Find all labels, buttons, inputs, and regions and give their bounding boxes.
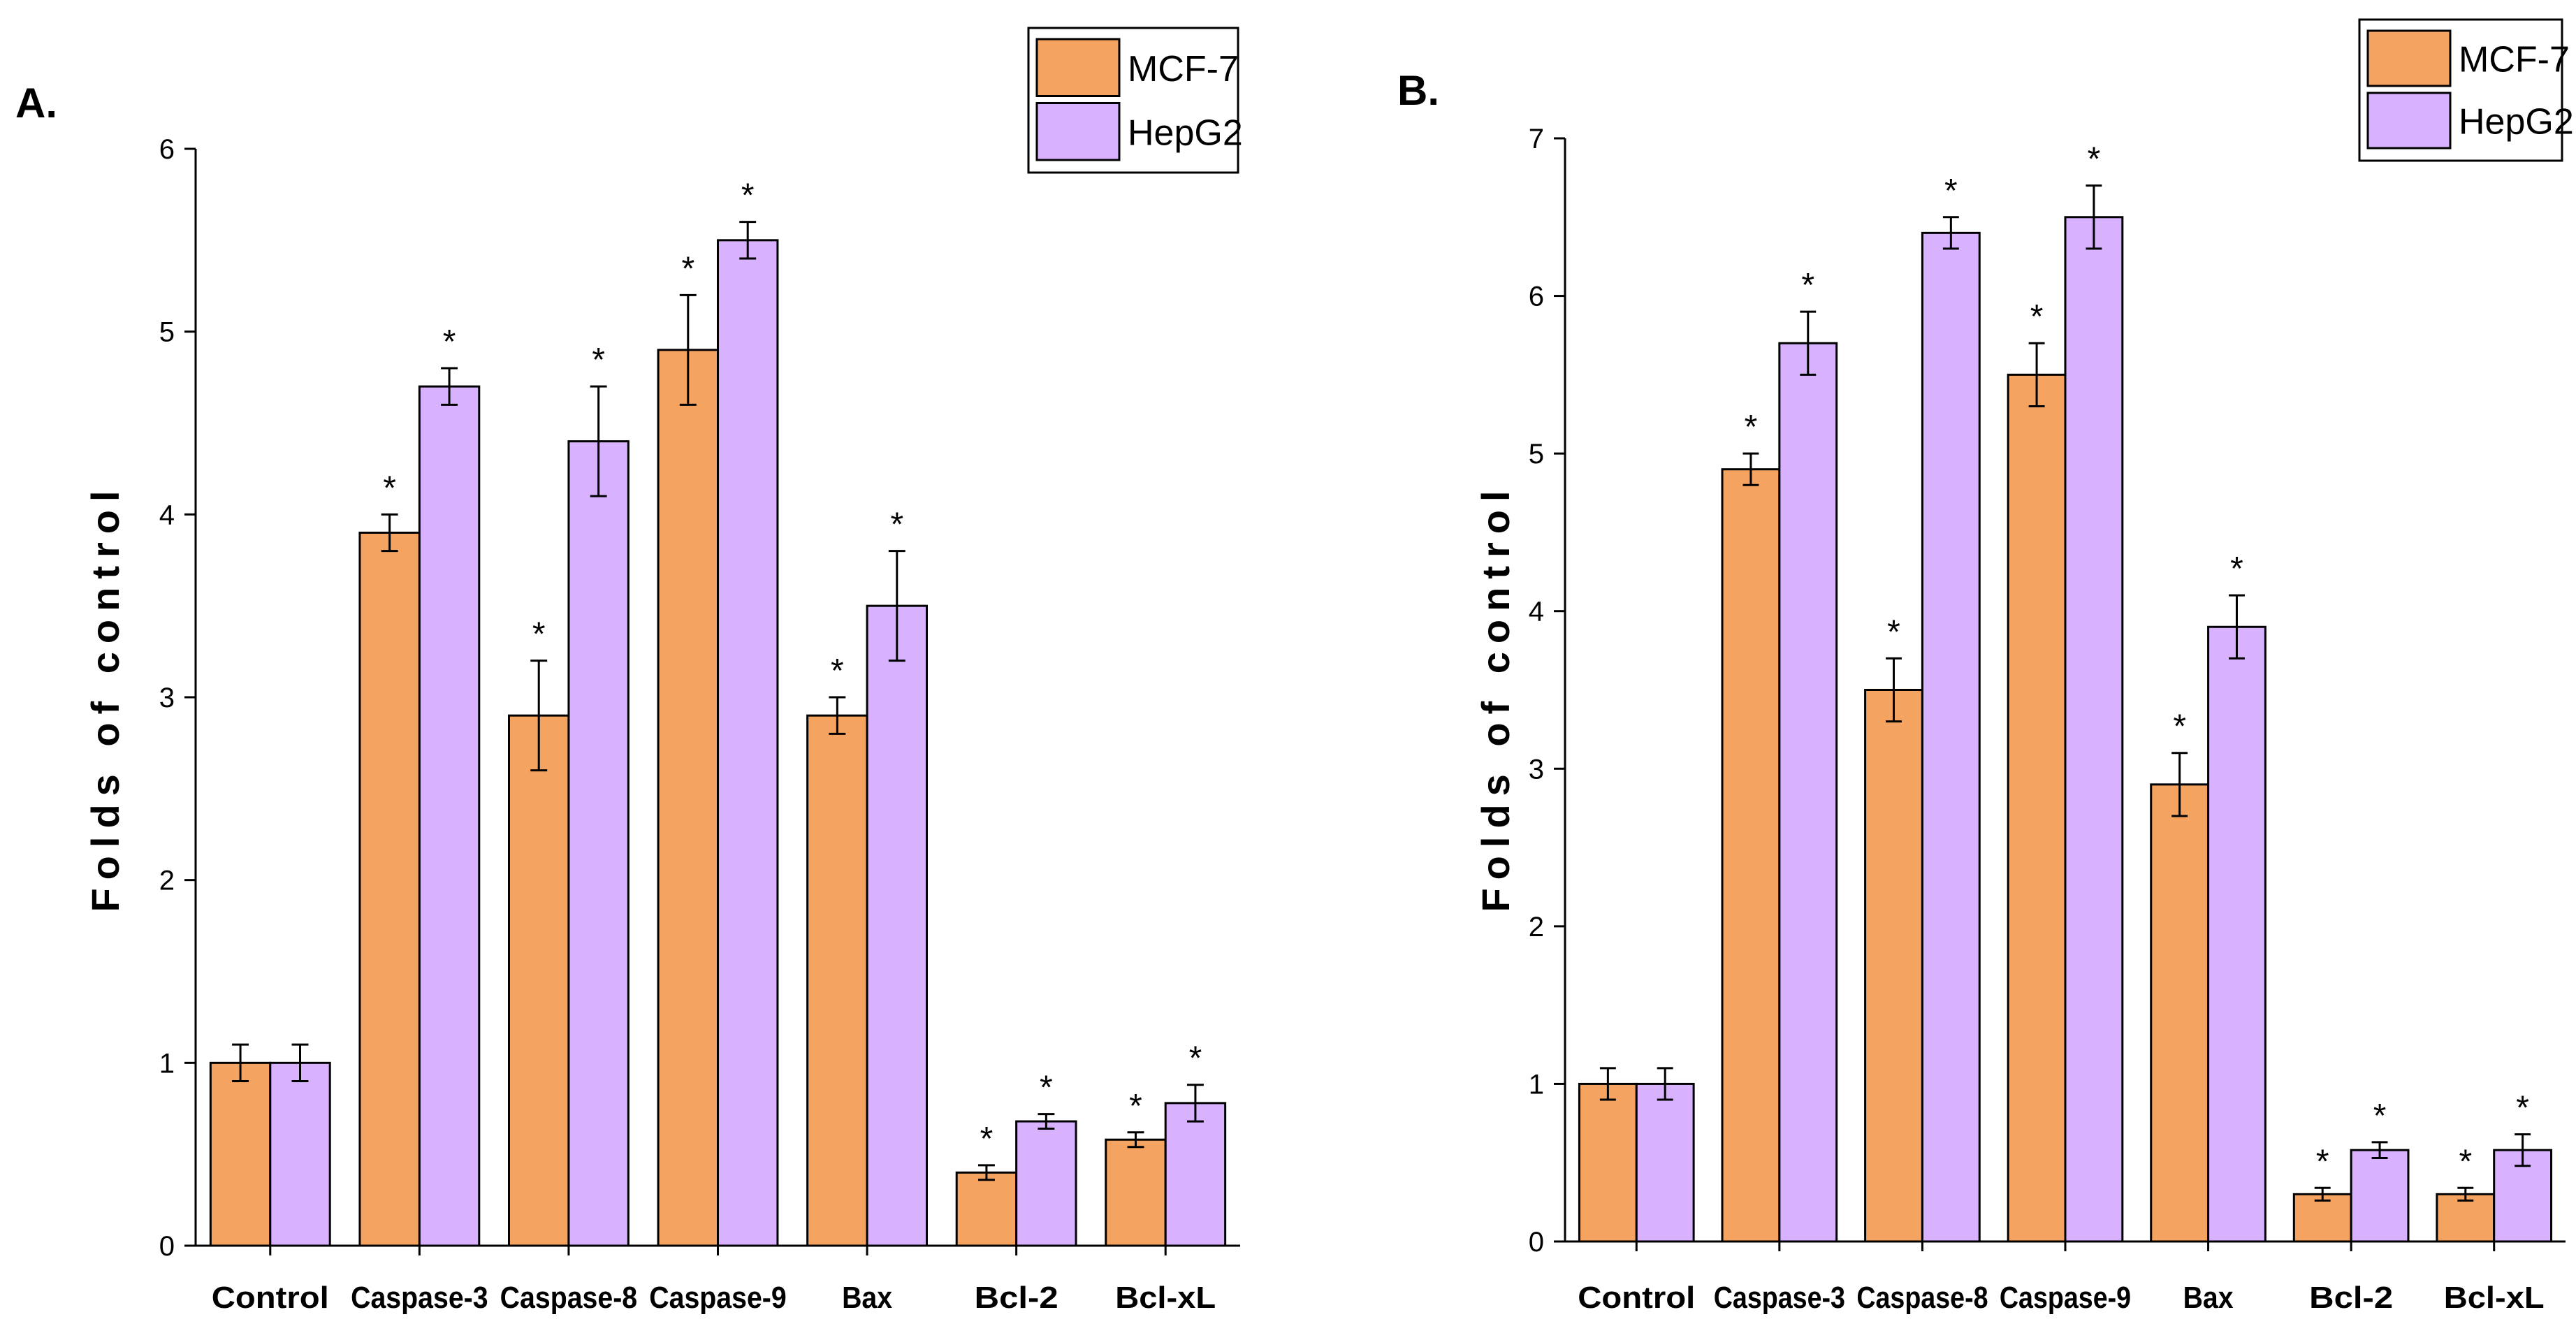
significance-marker: * — [741, 177, 755, 214]
bar-hepg2-control — [1635, 1082, 1695, 1243]
legend-label-hepg2: HepG2 — [2459, 102, 2574, 143]
bar-mcf7-caspase9 — [2007, 373, 2067, 1243]
bar-hepg2-bcl2 — [2350, 1149, 2410, 1243]
y-axis-title: Folds of control — [83, 482, 127, 912]
significance-marker: * — [2516, 1090, 2529, 1127]
y-tick-label: 6 — [1529, 282, 1544, 312]
bar-mcf7-caspase8 — [508, 714, 570, 1247]
legend-swatch-mcf7 — [2366, 29, 2452, 87]
y-tick-label: 1 — [1529, 1069, 1544, 1100]
significance-marker: * — [2316, 1143, 2329, 1180]
y-tick-label: 1 — [159, 1048, 175, 1079]
bar-mcf7-caspase3 — [358, 532, 421, 1247]
bar-mcf7-bclxl — [1105, 1138, 1167, 1247]
significance-marker: * — [2088, 141, 2101, 178]
bar-hepg2-caspase3 — [418, 385, 481, 1247]
x-tick-label: Bcl-xL — [1115, 1281, 1216, 1315]
legend-swatch-hepg2 — [2366, 92, 2452, 150]
significance-marker: * — [2459, 1143, 2472, 1180]
significance-marker: * — [1801, 267, 1814, 304]
y-tick-label: 6 — [159, 134, 175, 165]
y-tick-label: 4 — [159, 500, 175, 530]
significance-marker: * — [1189, 1040, 1202, 1077]
legend-swatch-mcf7 — [1035, 38, 1121, 97]
significance-marker: * — [1129, 1088, 1142, 1125]
bar-hepg2-caspase9 — [717, 239, 779, 1247]
bar-mcf7-caspase3 — [1721, 468, 1781, 1243]
significance-marker: * — [681, 250, 694, 287]
y-tick-label: 7 — [1529, 124, 1544, 154]
y-tick-label: 2 — [1529, 912, 1544, 942]
significance-marker: * — [890, 507, 903, 544]
y-tick-label: 0 — [1529, 1227, 1544, 1258]
significance-marker: * — [2030, 298, 2044, 335]
significance-marker: * — [532, 616, 546, 653]
x-tick-label: Caspase-3 — [1714, 1281, 1845, 1315]
legend-swatch-hepg2 — [1035, 102, 1121, 161]
chart-panel-a: A. Control * * Caspase-3 * * Caspase-8 * * Caspase… — [15, 27, 1243, 1315]
x-tick-label: Bcl-xL — [2444, 1281, 2545, 1315]
x-tick-label: Bax — [842, 1281, 892, 1315]
legend-label-hepg2: HepG2 — [1128, 112, 1243, 153]
significance-marker: * — [1944, 173, 1958, 210]
bar-mcf7-bax — [2150, 783, 2210, 1243]
significance-marker: * — [2230, 551, 2243, 588]
chart-panel-b: B. Control * * Caspase-3 * * Caspase-8 * * Caspase… — [1397, 18, 2574, 1315]
x-tick-label: Control — [1578, 1281, 1695, 1315]
bar-hepg2-bclxl — [2493, 1149, 2553, 1243]
x-tick-label: Bax — [2183, 1281, 2234, 1315]
bar-hepg2-caspase8 — [1921, 231, 1981, 1243]
bar-hepg2-caspase3 — [1778, 342, 1838, 1243]
y-tick-label: 4 — [1529, 597, 1544, 627]
bar-hepg2-bclxl — [1164, 1102, 1227, 1247]
panel-label: B. — [1397, 67, 1439, 114]
x-tick-label: Caspase-8 — [500, 1281, 637, 1315]
legend-label-mcf7: MCF-7 — [1128, 49, 1239, 89]
y-tick-label: 2 — [159, 866, 175, 896]
significance-marker: * — [383, 469, 396, 507]
x-tick-label: Caspase-8 — [1856, 1281, 1988, 1315]
bar-hepg2-bcl2 — [1015, 1120, 1077, 1247]
y-tick-label: 3 — [159, 683, 175, 713]
y-tick-label: 3 — [1529, 754, 1544, 785]
y-tick-label: 5 — [159, 317, 175, 348]
significance-marker: * — [592, 342, 605, 379]
panel-label: A. — [15, 80, 57, 126]
bar-hepg2-control — [269, 1061, 331, 1247]
bar-mcf7-control — [1578, 1082, 1638, 1243]
bar-mcf7-bax — [806, 714, 868, 1247]
x-tick-label: Control — [212, 1281, 329, 1315]
bar-hepg2-bax — [866, 604, 928, 1247]
x-tick-label: Caspase-9 — [2000, 1281, 2131, 1315]
bar-mcf7-bcl2 — [955, 1171, 1018, 1247]
significance-marker: * — [980, 1121, 994, 1158]
bar-hepg2-caspase9 — [2064, 216, 2124, 1243]
significance-marker: * — [2173, 708, 2186, 745]
legend-label-mcf7: MCF-7 — [2459, 40, 2570, 80]
x-tick-label: Bcl-2 — [2309, 1281, 2393, 1315]
bar-mcf7-control — [209, 1061, 272, 1247]
bar-mcf7-caspase9 — [657, 349, 719, 1247]
bar-hepg2-caspase8 — [567, 440, 630, 1247]
significance-marker: * — [2373, 1098, 2387, 1135]
significance-marker: * — [1887, 613, 1900, 650]
significance-marker: * — [1745, 409, 1758, 446]
x-tick-label: Caspase-3 — [351, 1281, 488, 1315]
x-tick-label: Bcl-2 — [975, 1281, 1058, 1315]
bar-hepg2-bax — [2207, 625, 2266, 1243]
x-tick-label: Caspase-9 — [649, 1281, 786, 1315]
y-axis-title: Folds of control — [1473, 482, 1518, 912]
y-tick-label: 0 — [159, 1231, 175, 1262]
significance-marker: * — [831, 653, 844, 690]
bar-mcf7-caspase8 — [1864, 689, 1923, 1243]
significance-marker: * — [1040, 1070, 1053, 1107]
y-tick-label: 5 — [1529, 439, 1544, 469]
significance-marker: * — [443, 323, 456, 361]
